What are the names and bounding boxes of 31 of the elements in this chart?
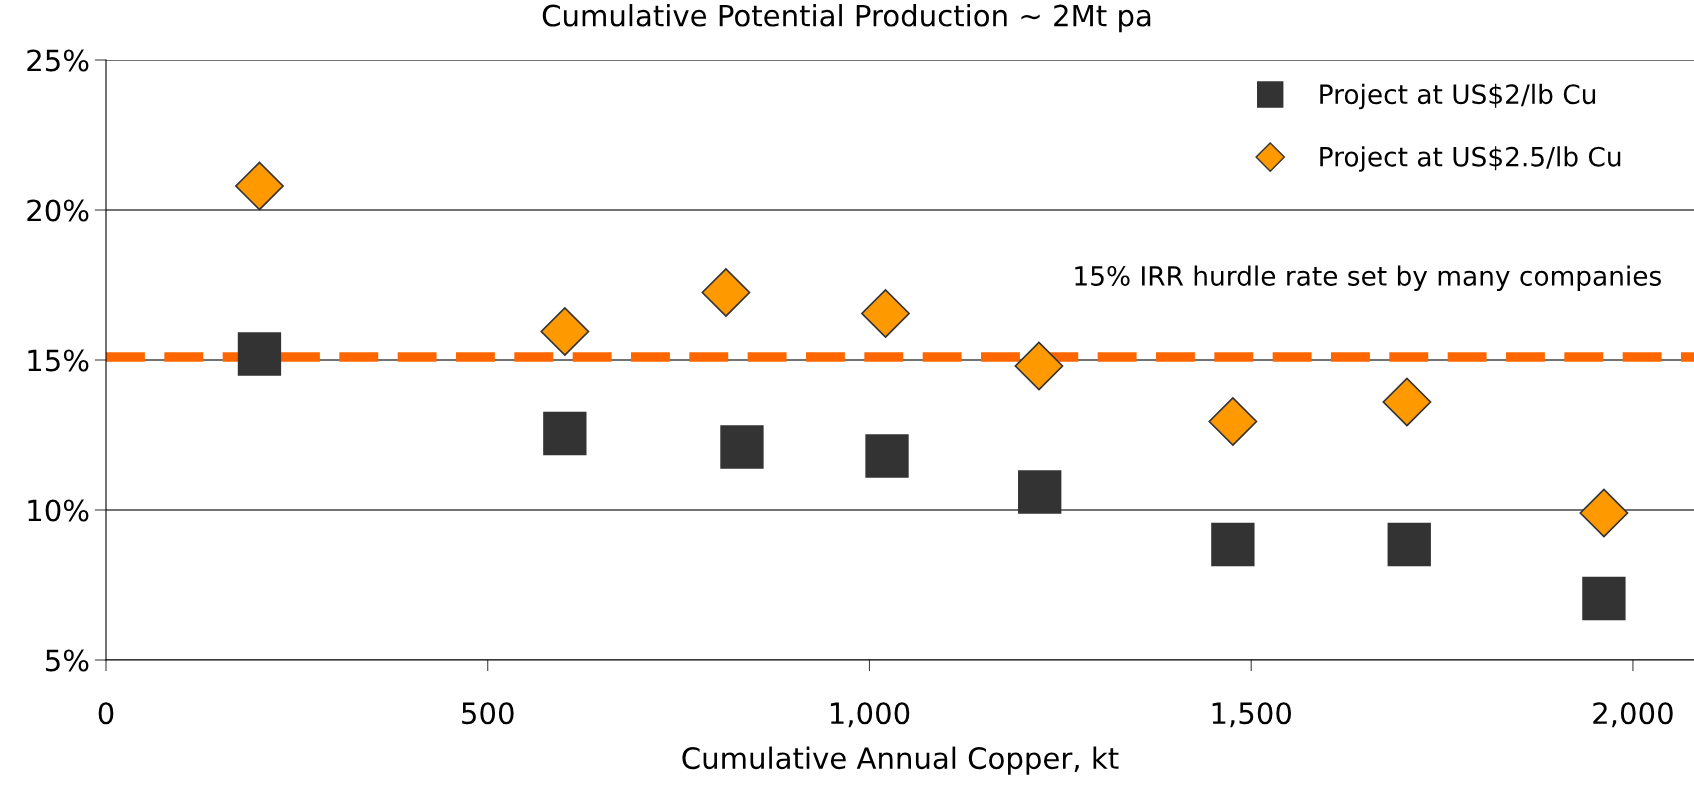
point — [1582, 576, 1626, 621]
y-tick-label: 25% — [27, 49, 89, 72]
x-axis-title: Cumulative Annual Copper, kt — [682, 746, 1119, 775]
y-tick-label: 15% — [28, 349, 89, 372]
point — [235, 161, 284, 211]
point — [1014, 341, 1064, 391]
x-tick-label: 2,000 — [1593, 702, 1673, 728]
y-tick-label: 20% — [27, 199, 89, 222]
point — [1208, 397, 1258, 446]
x-tick-label: 1,000 — [830, 702, 910, 728]
point — [865, 434, 909, 478]
point — [1387, 522, 1431, 567]
point — [701, 268, 751, 317]
point — [1018, 470, 1062, 514]
legend-label: Project at US$2/lb Cu — [1320, 83, 1596, 110]
y-tick-label: 10% — [28, 499, 89, 522]
x-tick-label: 0 — [98, 702, 114, 725]
x-tick-label: 1,500 — [1212, 702, 1291, 728]
point — [861, 289, 910, 338]
point — [1382, 377, 1432, 427]
chart-title: Cumulative Potential Production ~ 2Mt pa — [542, 4, 1151, 33]
point — [540, 307, 590, 356]
x-tick-label: 500 — [462, 702, 514, 725]
ref-line-label: 15% IRR hurdle rate set by many companies — [1075, 265, 1661, 291]
point — [1211, 522, 1255, 567]
point — [237, 332, 282, 376]
legend-label: Project at US$2.5/lb Cu — [1320, 146, 1621, 172]
point — [1579, 488, 1629, 538]
y-tick-label: 5% — [46, 649, 89, 672]
point — [543, 411, 587, 456]
point — [720, 425, 764, 469]
